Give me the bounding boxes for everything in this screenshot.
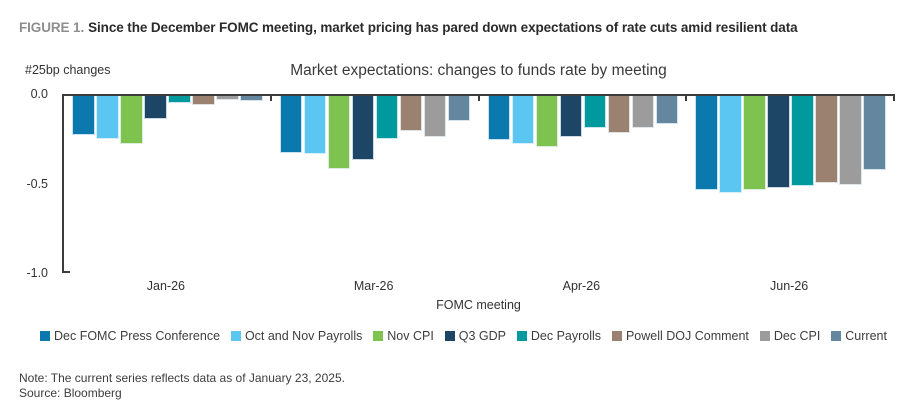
x-axis-label-jun-26: Jun-26 <box>770 279 809 293</box>
x-axis-label-mar-26: Mar-26 <box>353 279 394 293</box>
y-axis-end-tick <box>64 271 70 273</box>
bar-dec-payrolls-mar-26 <box>375 96 399 139</box>
bar-current-jan-26 <box>240 96 263 102</box>
legend-swatch-icon <box>831 331 842 341</box>
bar-powell-doj-comment-jan-26 <box>192 96 215 105</box>
legend-swatch-icon <box>516 331 527 341</box>
legend-label: Dec Payrolls <box>530 329 602 343</box>
legend-swatch-icon <box>230 331 241 341</box>
bar-oct-and-nov-payrolls-jun-26 <box>719 96 742 194</box>
bar-current-apr-26 <box>655 96 678 125</box>
legend-item-dec-cpi: Dec CPI <box>759 329 821 343</box>
legend-label: Powell DOJ Comment <box>625 329 749 343</box>
y-axis-unit-label: #25bp changes <box>25 63 111 77</box>
figure-label: FIGURE 1. <box>19 20 85 35</box>
x-axis-tick <box>477 96 480 101</box>
legend-swatch-icon <box>759 331 770 341</box>
legend-item-powell-doj-comment: Powell DOJ Comment <box>611 329 749 343</box>
legend-item-dec-fomc-press-conference: Dec FOMC Press Conference <box>40 329 220 343</box>
legend-item-current: Current <box>831 329 887 343</box>
legend-swatch-icon <box>444 331 455 341</box>
bar-nov-cpi-jun-26 <box>743 96 766 190</box>
bar-powell-doj-comment-jun-26 <box>815 96 838 183</box>
bar-dec-payrolls-apr-26 <box>583 96 606 128</box>
x-axis-label-jan-26: Jan-26 <box>146 279 185 293</box>
bar-powell-doj-comment-apr-26 <box>607 96 630 134</box>
legend-label: Q3 GDP <box>458 329 506 343</box>
legend-item-q3-gdp: Q3 GDP <box>444 329 506 343</box>
bar-nov-cpi-mar-26 <box>327 96 351 169</box>
bar-dec-cpi-apr-26 <box>631 96 654 128</box>
y-axis-label--1-0: -1.0 <box>26 266 48 280</box>
bar-q3-gdp-jun-26 <box>767 96 790 188</box>
bar-oct-and-nov-payrolls-jan-26 <box>96 96 119 139</box>
bar-dec-fomc-press-conference-apr-26 <box>487 96 510 141</box>
bar-q3-gdp-jan-26 <box>144 96 167 119</box>
legend: Dec FOMC Press Conference Oct and Nov Pay… <box>40 329 887 343</box>
source-text: Source: Bloomberg <box>19 386 122 400</box>
bar-dec-cpi-jun-26 <box>839 96 862 185</box>
bar-dec-fomc-press-conference-jan-26 <box>72 96 95 135</box>
bar-dec-payrolls-jun-26 <box>791 96 814 187</box>
y-axis-label--0-5: -0.5 <box>26 176 48 191</box>
legend-item-nov-cpi: Nov CPI <box>373 329 434 343</box>
legend-swatch-icon <box>40 331 50 341</box>
bar-oct-and-nov-payrolls-apr-26 <box>511 96 534 144</box>
legend-label: Dec CPI <box>773 329 821 343</box>
bar-dec-fomc-press-conference-jun-26 <box>695 96 718 190</box>
bar-q3-gdp-apr-26 <box>559 96 582 137</box>
x-axis-tick <box>269 96 272 101</box>
bar-q3-gdp-mar-26 <box>351 96 375 160</box>
legend-label: Nov CPI <box>387 329 434 343</box>
bar-dec-payrolls-jan-26 <box>168 96 191 104</box>
x-axis-label-apr-26: Apr-26 <box>562 279 601 293</box>
legend-item-dec-payrolls: Dec Payrolls <box>516 329 602 343</box>
y-axis-label-0-0: 0.0 <box>30 87 48 101</box>
chart-title: Market expectations: changes to funds ra… <box>290 62 667 79</box>
bar-current-mar-26 <box>447 96 471 121</box>
bar-dec-cpi-jan-26 <box>216 96 239 100</box>
figure-title-text: Since the December FOMC meeting, market … <box>88 20 798 35</box>
note-text: Note: The current series reflects data a… <box>19 371 345 385</box>
legend-label: Oct and Nov Payrolls <box>244 329 363 343</box>
bar-dec-fomc-press-conference-mar-26 <box>279 96 303 153</box>
legend-label: Dec FOMC Press Conference <box>54 329 221 343</box>
figure-title: FIGURE 1. Since the December FOMC meeting… <box>19 20 798 35</box>
legend-swatch-icon <box>611 331 622 341</box>
legend-label: Current <box>845 329 887 343</box>
legend-item-oct-and-nov-payrolls: Oct and Nov Payrolls <box>230 329 363 343</box>
bar-current-jun-26 <box>863 96 886 171</box>
bar-oct-and-nov-payrolls-mar-26 <box>303 96 327 155</box>
bar-powell-doj-comment-mar-26 <box>399 96 423 132</box>
x-axis-title: FOMC meeting <box>436 298 521 312</box>
bar-nov-cpi-apr-26 <box>535 96 558 148</box>
legend-swatch-icon <box>373 331 384 341</box>
bar-dec-cpi-mar-26 <box>423 96 447 137</box>
x-axis-tick <box>685 96 688 101</box>
x-axis-tick <box>893 96 895 101</box>
bar-nov-cpi-jan-26 <box>120 96 143 144</box>
plot-area <box>62 94 895 273</box>
